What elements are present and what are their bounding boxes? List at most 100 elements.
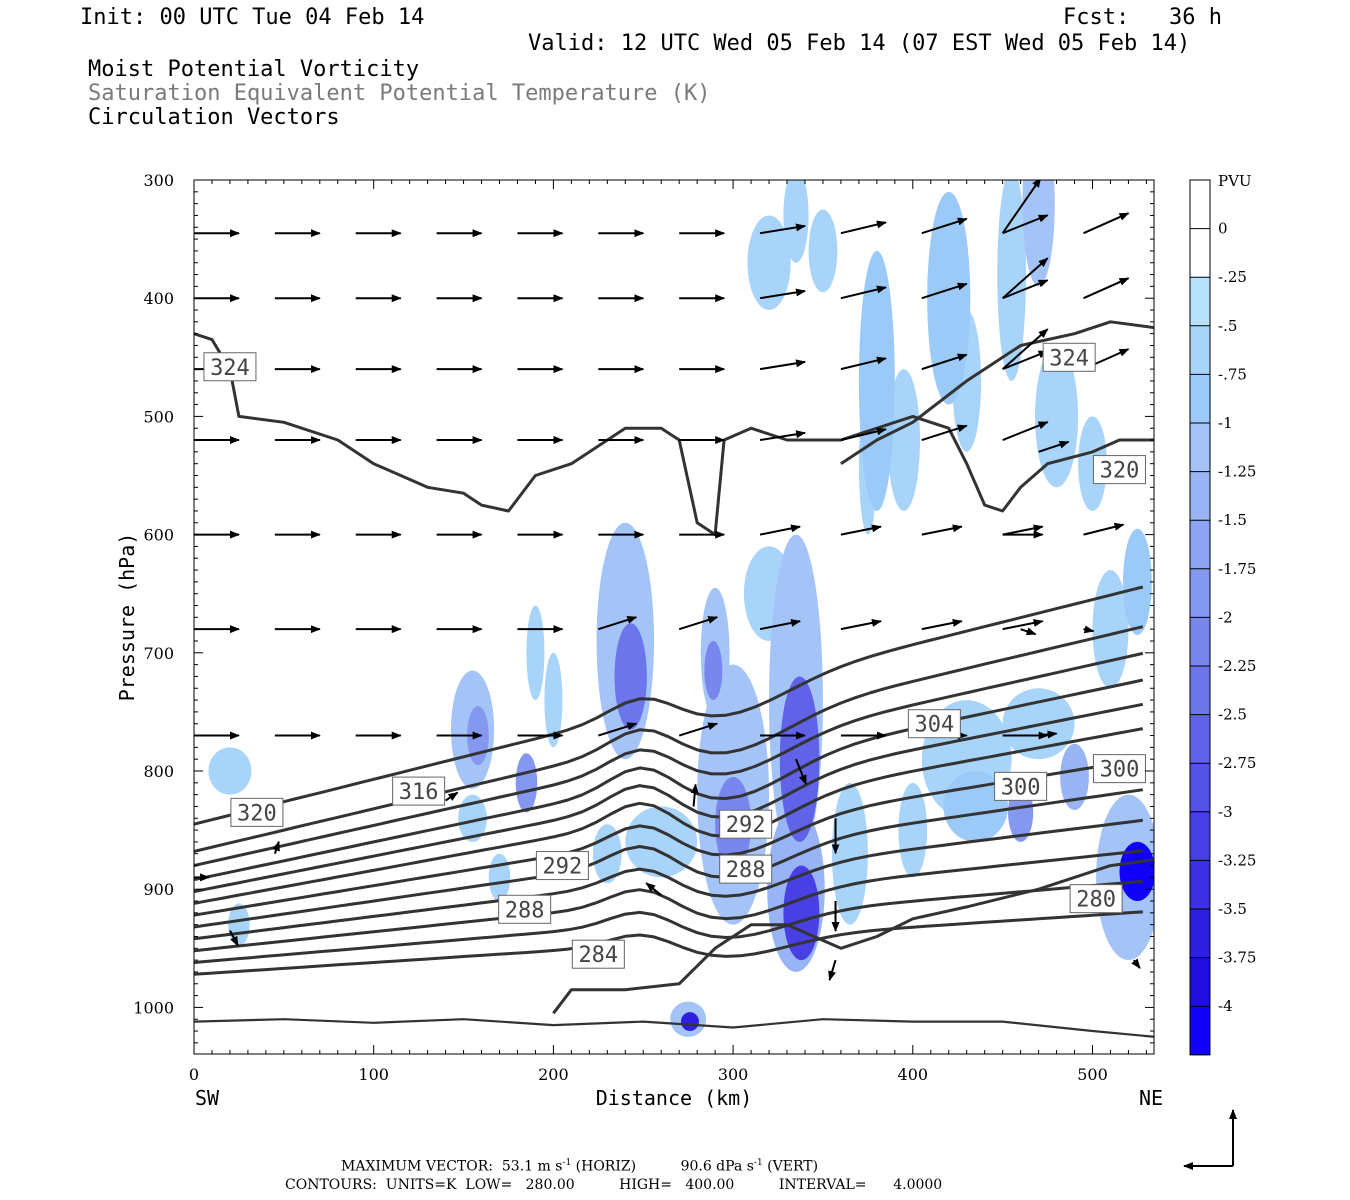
y-tick-label: 300 bbox=[143, 171, 174, 190]
circulation-vector bbox=[1038, 180, 1040, 181]
valid-time: Valid: 12 UTC Wed 05 Feb 14 (07 EST Wed … bbox=[528, 31, 1191, 56]
colorbar-label: -3 bbox=[1218, 803, 1233, 821]
y-tick-label: 1000 bbox=[133, 998, 174, 1017]
x-axis-label: Distance (km) bbox=[596, 1086, 753, 1110]
contour-label: 300 bbox=[1001, 775, 1041, 800]
circulation-vector bbox=[795, 758, 807, 786]
contour-label-box bbox=[1092, 455, 1146, 485]
colorbar-label: -.5 bbox=[1218, 317, 1237, 335]
circulation-vector bbox=[1002, 350, 1049, 371]
colorbar-label: -3.75 bbox=[1218, 949, 1256, 967]
contour-label-box bbox=[719, 854, 773, 884]
colorbar-swatch bbox=[1190, 714, 1210, 764]
pv-region bbox=[526, 605, 545, 701]
contour-324-upper bbox=[840, 320, 1154, 465]
circulation-vector bbox=[840, 427, 887, 442]
colorbar-swatch bbox=[1190, 520, 1210, 570]
pv-region bbox=[488, 853, 511, 902]
contour-label: 288 bbox=[726, 858, 766, 883]
y-tick-label: 400 bbox=[143, 289, 174, 308]
y-tick-label: 900 bbox=[143, 880, 174, 899]
colorbar: PVU 0 -.25 -.5 -.75 -1 -1.25 -1.5 -1.75 -2 -2.25 -2… bbox=[1189, 172, 1256, 1056]
pv-region bbox=[747, 215, 791, 311]
circulation-vector bbox=[759, 524, 802, 536]
field-title-pv: Moist Potential Vorticity bbox=[88, 57, 420, 82]
x-tick-label: 400 bbox=[898, 1065, 929, 1084]
contour-label: 288 bbox=[505, 898, 545, 923]
circulation-vector bbox=[598, 722, 638, 737]
colorbar-swatch bbox=[1190, 1006, 1210, 1056]
pv-region bbox=[458, 794, 487, 842]
circulation-vector bbox=[229, 930, 239, 947]
colorbar-swatch bbox=[1190, 277, 1210, 327]
colorbar-label: -.75 bbox=[1218, 365, 1247, 383]
contour-label-box bbox=[907, 709, 961, 739]
circulation-vector bbox=[759, 619, 802, 631]
contour-label: 292 bbox=[543, 855, 583, 880]
theta-es-contour bbox=[194, 757, 1144, 917]
pv-region bbox=[783, 180, 809, 263]
circulation-vector bbox=[921, 619, 963, 631]
colorbar-label: -.25 bbox=[1218, 268, 1247, 286]
theta-es-contour bbox=[194, 678, 1144, 882]
pv-region bbox=[625, 806, 698, 878]
colorbar-swatch bbox=[1190, 860, 1210, 910]
contour-label-box bbox=[1042, 342, 1096, 372]
colorbar-label: -1.75 bbox=[1218, 560, 1256, 578]
circulation-vector bbox=[1083, 522, 1125, 536]
colorbar-swatch bbox=[1190, 666, 1210, 716]
x-tick-label: 500 bbox=[1077, 1065, 1108, 1084]
circulation-vector bbox=[690, 783, 699, 807]
pv-region bbox=[208, 747, 252, 795]
x-tick-label: 300 bbox=[718, 1065, 749, 1084]
circulation-vector bbox=[272, 840, 280, 855]
circulation-vector bbox=[828, 959, 837, 982]
pv-region bbox=[898, 782, 928, 878]
circulation-vector bbox=[921, 282, 968, 300]
theta-es-contour bbox=[194, 818, 1143, 941]
colorbar-swatch bbox=[1190, 325, 1210, 375]
colorbar-label: 0 bbox=[1218, 220, 1228, 238]
circulation-vector bbox=[1001, 257, 1049, 299]
colorbar-label: -2.75 bbox=[1218, 754, 1256, 772]
colorbar-swatch bbox=[1190, 617, 1210, 667]
colorbar-swatch bbox=[1190, 471, 1210, 521]
circulation-vector bbox=[645, 882, 662, 896]
x-tick-label: 100 bbox=[358, 1065, 389, 1084]
contour-label-box bbox=[1092, 754, 1146, 784]
pv-region bbox=[1034, 345, 1079, 488]
colorbar-swatch bbox=[1190, 374, 1210, 424]
pv-region bbox=[1119, 841, 1154, 902]
contour-label-box bbox=[535, 851, 589, 881]
circulation-vector bbox=[840, 285, 887, 300]
contour-284 bbox=[552, 858, 1154, 1015]
circulation-vector bbox=[921, 424, 968, 441]
circulation-vector bbox=[840, 524, 882, 536]
circulation-vector bbox=[678, 616, 719, 631]
pv-region bbox=[887, 369, 920, 511]
colorbar-swatch bbox=[1190, 811, 1210, 861]
contour-label: 324 bbox=[1049, 346, 1089, 371]
pv-region bbox=[1060, 743, 1089, 811]
colorbar-swatch bbox=[1190, 763, 1210, 813]
theta-es-contour bbox=[194, 702, 1144, 894]
circulation-vector bbox=[840, 220, 887, 235]
theta-es-contour bbox=[194, 625, 1144, 853]
colorbar-swatch bbox=[1190, 228, 1210, 278]
theta-es-contour bbox=[194, 910, 1143, 976]
theta-es-contour bbox=[194, 879, 1143, 964]
colorbar-swatch bbox=[1190, 180, 1210, 230]
circulation-vector bbox=[1083, 625, 1095, 634]
circulation-vector bbox=[1083, 277, 1130, 300]
pv-shading bbox=[208, 180, 1154, 1037]
theta-es-contour bbox=[194, 585, 1144, 826]
pv-region bbox=[997, 180, 1027, 381]
colorbar-label: -1.5 bbox=[1218, 511, 1247, 529]
contour-label-box bbox=[1069, 884, 1123, 914]
pv-region bbox=[1092, 570, 1129, 689]
pv-region bbox=[1123, 528, 1152, 636]
pv-region bbox=[544, 652, 563, 748]
circulation-vector bbox=[1001, 180, 1042, 234]
theta-es-contour bbox=[194, 727, 1144, 905]
